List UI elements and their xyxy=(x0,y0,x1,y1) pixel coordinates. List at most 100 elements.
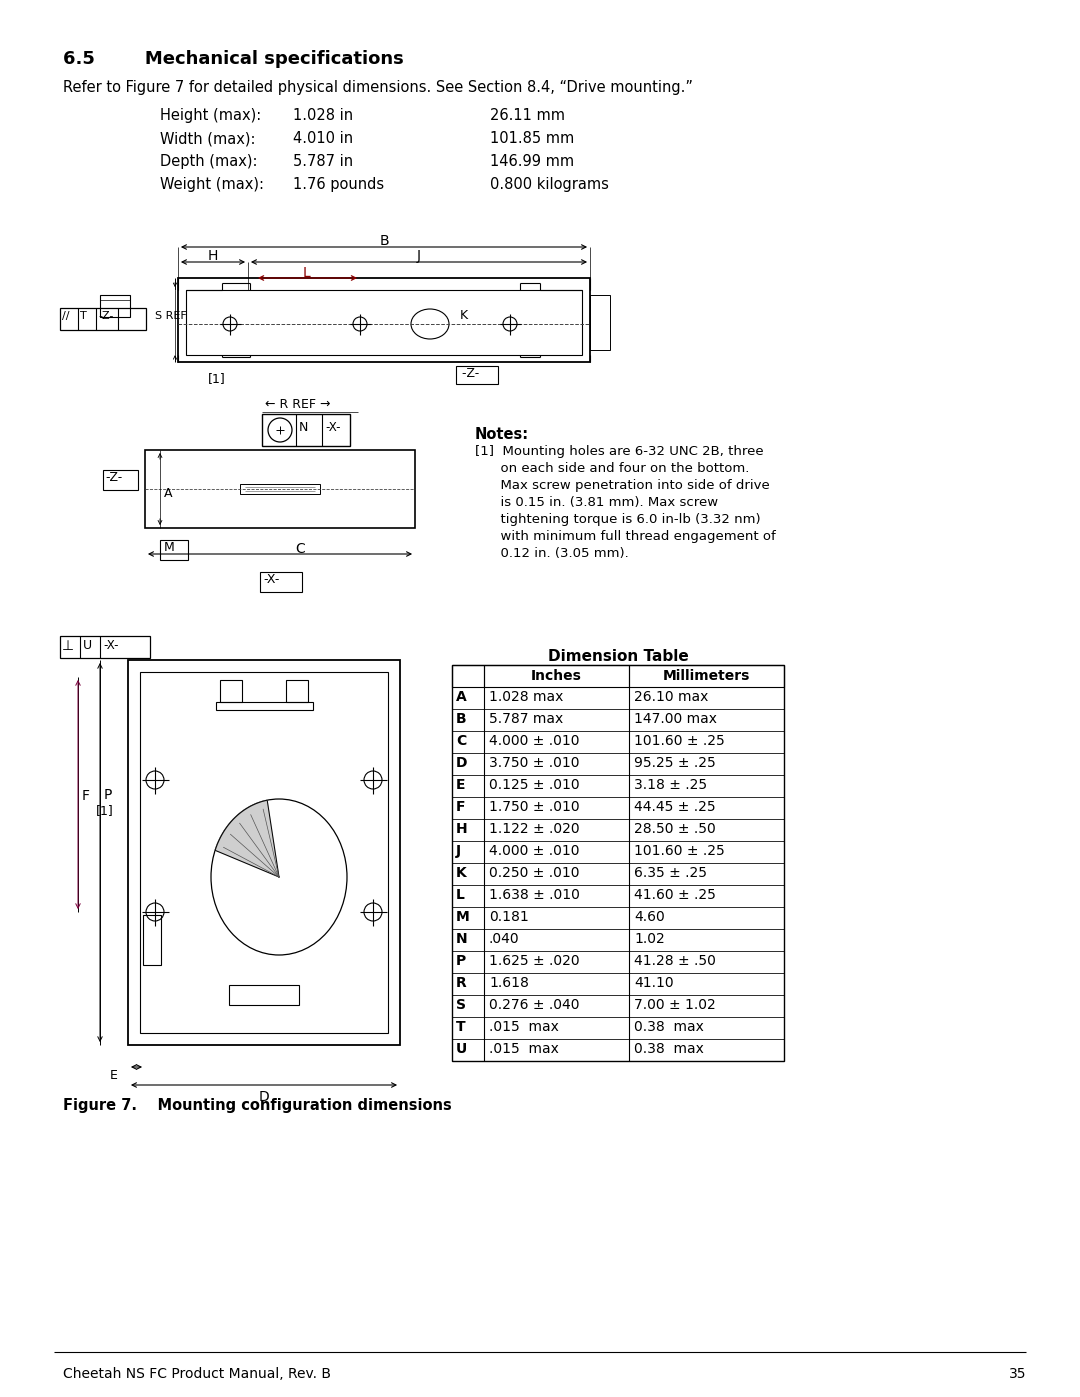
Text: -Z-: -Z- xyxy=(98,312,113,321)
Bar xyxy=(160,541,188,560)
Text: C: C xyxy=(456,733,467,747)
Text: //: // xyxy=(62,312,69,321)
Text: 101.85 mm: 101.85 mm xyxy=(490,131,575,147)
Text: ← R REF →: ← R REF → xyxy=(265,398,330,411)
Text: 4.010 in: 4.010 in xyxy=(293,131,353,147)
Text: 26.11 mm: 26.11 mm xyxy=(490,108,565,123)
Text: 6.35 ± .25: 6.35 ± .25 xyxy=(634,866,707,880)
Bar xyxy=(186,291,582,355)
Bar xyxy=(145,450,415,528)
Text: Weight (max):: Weight (max): xyxy=(160,177,264,191)
Text: 95.25 ± .25: 95.25 ± .25 xyxy=(634,756,716,770)
Text: N: N xyxy=(299,420,309,434)
Text: 0.800 kilograms: 0.800 kilograms xyxy=(490,177,609,191)
Text: -X-: -X- xyxy=(325,420,340,434)
Text: -X-: -X- xyxy=(103,638,119,652)
Text: [1]  Mounting holes are 6-32 UNC 2B, three: [1] Mounting holes are 6-32 UNC 2B, thre… xyxy=(475,446,764,458)
Text: Max screw penetration into side of drive: Max screw penetration into side of drive xyxy=(475,479,770,492)
Text: ⊥: ⊥ xyxy=(62,638,75,652)
Text: tightening torque is 6.0 in-lb (3.32 nm): tightening torque is 6.0 in-lb (3.32 nm) xyxy=(475,513,760,527)
Text: 0.276 ± .040: 0.276 ± .040 xyxy=(489,997,580,1011)
Bar xyxy=(453,753,784,775)
Bar xyxy=(453,1039,784,1060)
Bar xyxy=(220,680,242,703)
Text: D: D xyxy=(258,1090,269,1104)
Text: with minimum full thread engagement of: with minimum full thread engagement of xyxy=(475,529,775,543)
Text: 0.181: 0.181 xyxy=(489,909,529,923)
Bar xyxy=(453,841,784,863)
Text: .015  max: .015 max xyxy=(489,1020,558,1034)
Bar xyxy=(456,366,498,384)
Text: .040: .040 xyxy=(489,932,519,946)
Text: B: B xyxy=(456,712,467,726)
Text: 3.18 ± .25: 3.18 ± .25 xyxy=(634,778,707,792)
Text: A: A xyxy=(164,488,173,500)
Bar xyxy=(453,1017,784,1039)
Text: 1.750 ± .010: 1.750 ± .010 xyxy=(489,800,580,814)
Text: J: J xyxy=(456,844,461,858)
Bar xyxy=(590,295,610,351)
Bar xyxy=(100,295,130,317)
Bar xyxy=(129,659,400,1045)
Bar xyxy=(453,687,784,710)
Text: E: E xyxy=(110,1069,118,1083)
Text: D: D xyxy=(456,756,468,770)
Text: .015  max: .015 max xyxy=(489,1042,558,1056)
Text: 41.28 ± .50: 41.28 ± .50 xyxy=(634,954,716,968)
Bar xyxy=(453,951,784,972)
Text: 5.787 max: 5.787 max xyxy=(489,712,564,726)
Bar xyxy=(453,731,784,753)
Text: 1.02: 1.02 xyxy=(634,932,665,946)
Text: R: R xyxy=(456,977,467,990)
Text: Cheetah NS FC Product Manual, Rev. B: Cheetah NS FC Product Manual, Rev. B xyxy=(63,1368,330,1382)
Bar xyxy=(453,886,784,907)
Text: S: S xyxy=(456,997,465,1011)
Text: Dimension Table: Dimension Table xyxy=(548,650,688,664)
Text: -Z-: -Z- xyxy=(105,471,122,483)
Text: C: C xyxy=(295,542,305,556)
Text: E: E xyxy=(456,778,465,792)
Text: [1]: [1] xyxy=(96,805,113,817)
Text: 41.10: 41.10 xyxy=(634,977,674,990)
Text: 1.028 in: 1.028 in xyxy=(293,108,353,123)
Bar xyxy=(143,915,161,965)
Text: 35: 35 xyxy=(1009,1368,1026,1382)
Text: 101.60 ± .25: 101.60 ± .25 xyxy=(634,733,725,747)
Text: Depth (max):: Depth (max): xyxy=(160,154,257,169)
Text: 3.750 ± .010: 3.750 ± .010 xyxy=(489,756,580,770)
Text: 1.625 ± .020: 1.625 ± .020 xyxy=(489,954,580,968)
Text: 1.76 pounds: 1.76 pounds xyxy=(293,177,384,191)
Text: 1.122 ± .020: 1.122 ± .020 xyxy=(489,821,580,835)
Text: 0.12 in. (3.05 mm).: 0.12 in. (3.05 mm). xyxy=(475,548,629,560)
Text: 4.60: 4.60 xyxy=(634,909,665,923)
Text: F: F xyxy=(456,800,465,814)
Text: is 0.15 in. (3.81 mm). Max screw: is 0.15 in. (3.81 mm). Max screw xyxy=(475,496,718,509)
Text: Figure 7.    Mounting configuration dimensions: Figure 7. Mounting configuration dimensi… xyxy=(63,1098,451,1113)
Text: 41.60 ± .25: 41.60 ± .25 xyxy=(634,888,716,902)
Text: T: T xyxy=(80,312,86,321)
Text: 0.250 ± .010: 0.250 ± .010 xyxy=(489,866,580,880)
Text: -X-: -X- xyxy=(264,573,280,585)
Text: 7.00 ± 1.02: 7.00 ± 1.02 xyxy=(634,997,716,1011)
Text: 101.60 ± .25: 101.60 ± .25 xyxy=(634,844,725,858)
Bar xyxy=(178,278,590,362)
Text: M: M xyxy=(456,909,470,923)
Text: F: F xyxy=(82,789,90,803)
Text: 146.99 mm: 146.99 mm xyxy=(490,154,575,169)
Text: Millimeters: Millimeters xyxy=(662,669,750,683)
Text: M: M xyxy=(164,541,175,555)
Text: A: A xyxy=(456,690,467,704)
Bar xyxy=(229,985,299,1004)
Bar xyxy=(140,672,388,1032)
Text: Inches: Inches xyxy=(530,669,581,683)
Text: 28.50 ± .50: 28.50 ± .50 xyxy=(634,821,716,835)
Text: Width (max):: Width (max): xyxy=(160,131,256,147)
Text: H: H xyxy=(456,821,468,835)
Bar xyxy=(453,929,784,951)
Text: Height (max):: Height (max): xyxy=(160,108,261,123)
Text: [1]: [1] xyxy=(208,372,226,386)
Text: S REF: S REF xyxy=(156,312,187,321)
Text: 4.000 ± .010: 4.000 ± .010 xyxy=(489,844,580,858)
Bar xyxy=(262,414,350,446)
Bar xyxy=(453,819,784,841)
